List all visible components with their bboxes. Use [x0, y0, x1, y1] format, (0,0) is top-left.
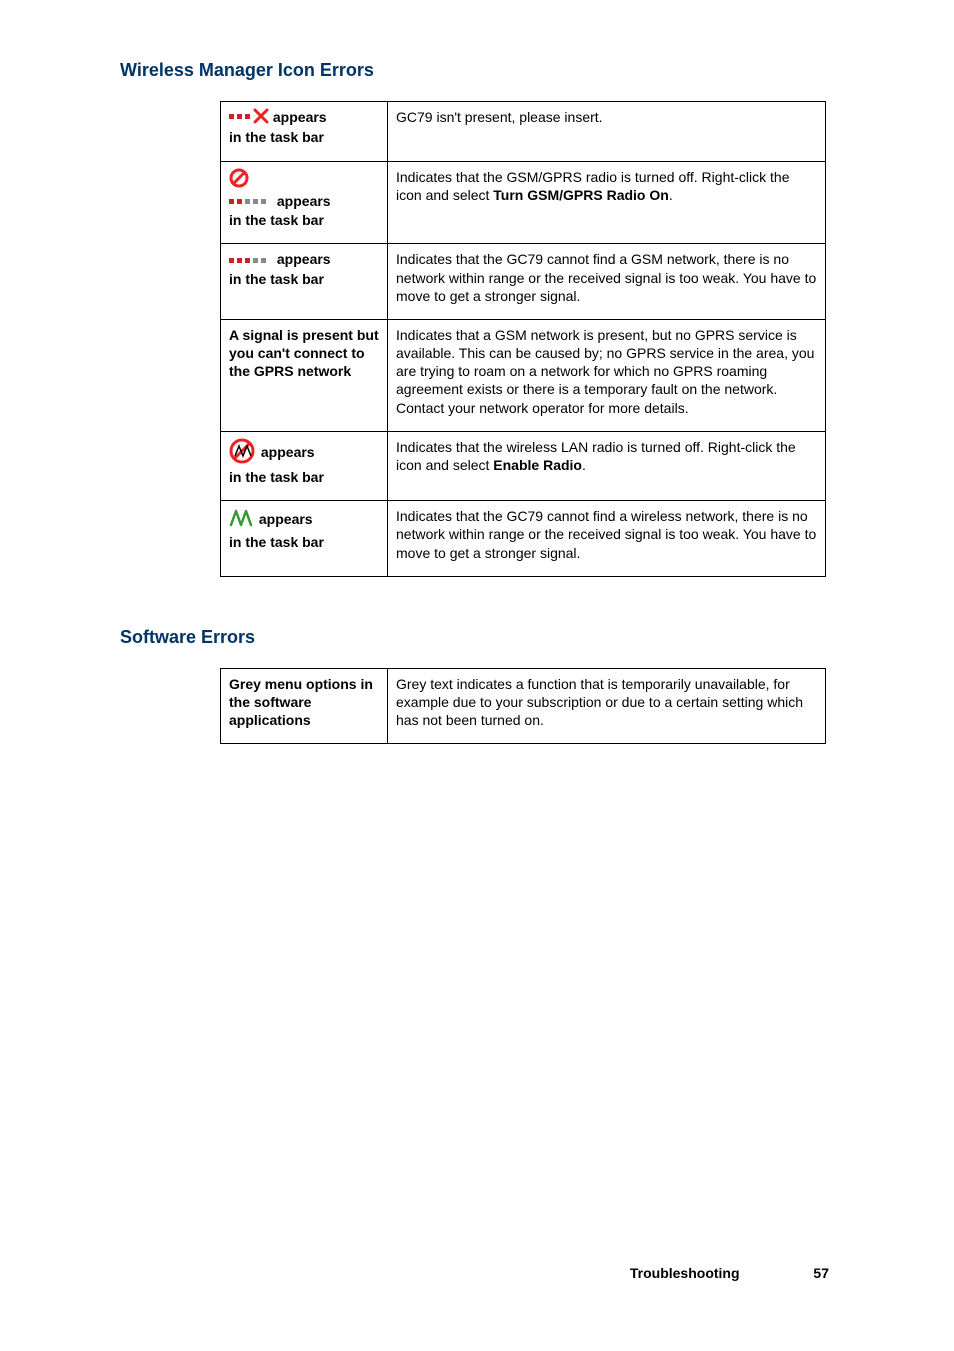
table-row: appears in the task bar Indicates that t…	[221, 431, 826, 500]
cell-text: Indicates that the GC79 cannot find a wi…	[388, 501, 826, 577]
cell-text: in the task bar	[229, 469, 324, 485]
cell-text: Grey menu options in the software applic…	[221, 668, 388, 744]
wlan-icon	[229, 507, 255, 533]
cell-text: .	[669, 187, 673, 203]
forbidden-icon	[229, 168, 249, 192]
cell-text: appears	[269, 109, 327, 125]
cell-text-bold: Turn GSM/GPRS Radio On	[493, 187, 669, 203]
page-footer: Troubleshooting 57	[630, 1265, 829, 1281]
table-row: A signal is present but you can't connec…	[221, 319, 826, 431]
cell-text: appears	[273, 193, 331, 209]
signal-icon	[229, 193, 273, 211]
cell-text: in the task bar	[229, 129, 324, 145]
cell-text: appears	[273, 251, 331, 267]
heading-wireless: Wireless Manager Icon Errors	[120, 60, 834, 81]
cell-text: in the task bar	[229, 271, 324, 287]
cell-text: Indicates that the GC79 cannot find a GS…	[388, 244, 826, 320]
cell-text: Grey text indicates a function that is t…	[388, 668, 826, 744]
cell-text: appears	[257, 444, 315, 460]
signal-x-icon	[229, 108, 269, 128]
table-row: appears in the task bar Indicates that t…	[221, 161, 826, 244]
table-row: appears in the task bar GC79 isn't prese…	[221, 102, 826, 162]
signal-icon	[229, 252, 273, 270]
cell-text: .	[582, 457, 586, 473]
heading-software: Software Errors	[120, 627, 834, 648]
cell-text: GC79 isn't present, please insert.	[388, 102, 826, 162]
table-row: appears in the task bar Indicates that t…	[221, 244, 826, 320]
footer-title: Troubleshooting	[630, 1265, 740, 1281]
cell-text: Indicates that the wireless LAN radio is…	[396, 439, 796, 473]
table-row: Grey menu options in the software applic…	[221, 668, 826, 744]
cell-text-bold: Enable Radio	[493, 457, 582, 473]
wireless-errors-table: appears in the task bar GC79 isn't prese…	[220, 101, 826, 577]
cell-text: in the task bar	[229, 212, 324, 228]
table-row: appears in the task bar Indicates that t…	[221, 501, 826, 577]
cell-text: appears	[255, 511, 313, 527]
wlan-forbidden-icon	[229, 438, 257, 468]
cell-text: in the task bar	[229, 534, 324, 550]
software-errors-table: Grey menu options in the software applic…	[220, 668, 826, 745]
cell-text: A signal is present but you can't connec…	[221, 319, 388, 431]
cell-text: Indicates that a GSM network is present,…	[388, 319, 826, 431]
footer-page-number: 57	[813, 1265, 829, 1281]
